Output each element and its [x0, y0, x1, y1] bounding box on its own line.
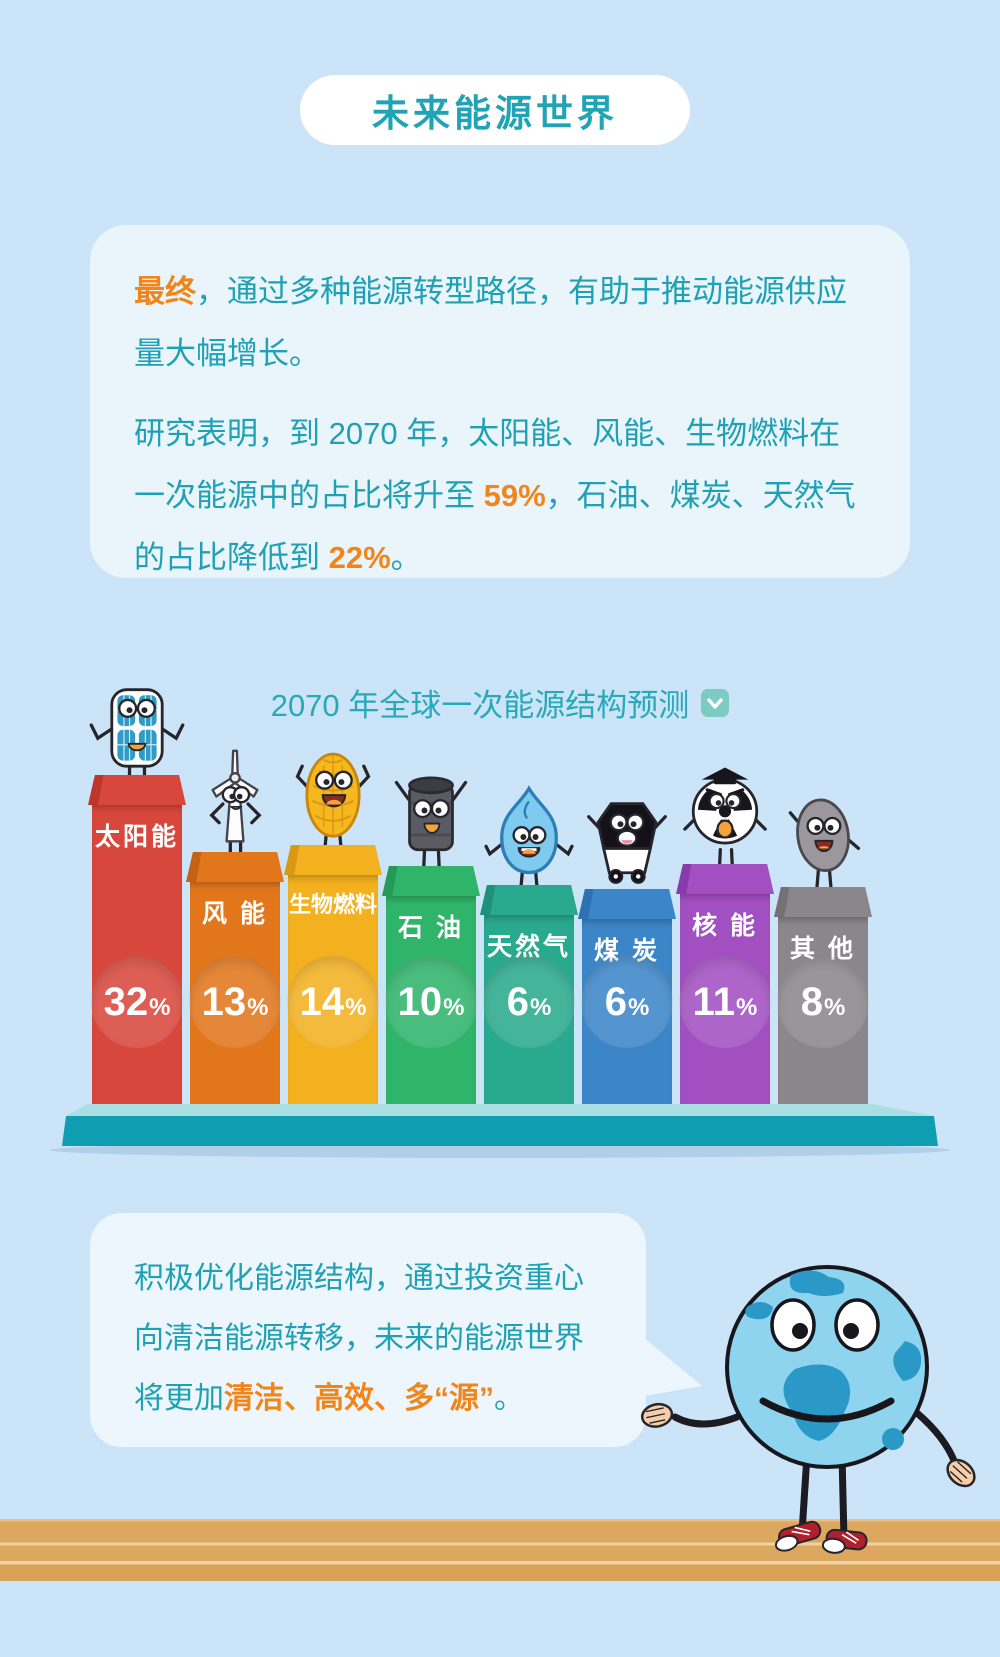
chart-bar: 生物燃料 14% — [284, 752, 382, 1104]
outro-text-2: 。 — [494, 1382, 524, 1415]
chart-bar: 太阳能 32% — [88, 688, 186, 1104]
percent-sign: % — [627, 994, 650, 1021]
outro-paragraph: 积极优化能源结构，通过投资重心向清洁能源转移，未来的能源世界将更加清洁、高效、多… — [134, 1249, 602, 1429]
intro-highlight: 最终 — [134, 274, 196, 309]
solar-panel-icon — [84, 671, 190, 783]
wind-turbine-icon — [182, 748, 288, 860]
bar-lid — [284, 845, 382, 875]
chart-bar: 天然气 6% — [480, 785, 578, 1104]
outro-highlight: 清洁、高效、多“源” — [224, 1382, 494, 1415]
coal-cart-icon — [574, 785, 680, 897]
bar-value: 6 — [604, 979, 627, 1024]
chart-bar: 核 能 11% — [676, 767, 774, 1104]
chart-bar: 其 他 8% — [774, 798, 872, 1104]
intro-text-1: ，通过多种能源转型路径，有助于推动能源供应量大幅增长。 — [134, 274, 847, 371]
intro-paragraph-1: 最终，通过多种能源转型路径，有助于推动能源供应量大幅增长。 — [134, 261, 866, 385]
bar-value: 32 — [103, 979, 149, 1024]
chart-bar: 风 能 13% — [186, 749, 284, 1104]
outro-text-1: 积极优化能源结构，通过投资重心向清洁能源转移，未来的能源世界将更加 — [134, 1262, 584, 1415]
bar-value-badge: 14% — [287, 956, 379, 1048]
bar-value-badge: 6% — [483, 956, 575, 1048]
bar-lid — [676, 864, 774, 894]
bar-label: 煤 炭 — [594, 937, 660, 965]
percent-sign: % — [149, 994, 171, 1021]
percent-sign: % — [735, 994, 758, 1021]
bar-label: 天然气 — [486, 933, 571, 961]
chart-title: 2070 年全球一次能源结构预测 — [270, 688, 690, 723]
intro-value-22: 22% — [328, 540, 391, 575]
title-pill: 未来能源世界 — [300, 75, 690, 145]
bar-value: 6 — [506, 979, 529, 1024]
right-hand — [946, 1458, 976, 1488]
chart-bar: 石 油 10% — [382, 776, 480, 1104]
nuclear-icon — [672, 760, 778, 872]
bar-value: 14 — [299, 979, 345, 1024]
oil-barrel-icon — [378, 762, 484, 874]
intro-value-59: 59% — [483, 478, 546, 513]
bar-label: 风 能 — [202, 900, 268, 928]
bar-label: 核 能 — [692, 912, 758, 940]
bar-lid — [774, 887, 872, 917]
bar-value-badge: 6% — [581, 956, 673, 1048]
bar-lid — [186, 852, 284, 882]
bar-label: 石 油 — [398, 914, 464, 942]
bar-value-badge: 13% — [189, 956, 281, 1048]
outro-card: 积极优化能源结构，通过投资重心向清洁能源转移，未来的能源世界将更加清洁、高效、多… — [90, 1213, 646, 1447]
bar-body: 生物燃料 14% — [287, 875, 379, 1104]
percent-sign: % — [823, 994, 846, 1021]
chart-bar: 煤 炭 6% — [578, 802, 676, 1104]
bar-value-badge: 8% — [777, 956, 869, 1048]
bar-value: 10 — [397, 979, 443, 1024]
bar-value: 8 — [800, 979, 823, 1024]
corn-icon — [280, 741, 386, 853]
percent-sign: % — [529, 994, 552, 1021]
bar-value: 13 — [201, 979, 247, 1024]
bar-value-badge: 32% — [91, 956, 183, 1048]
bar-label: 生物燃料 — [288, 892, 377, 917]
intro-text-2b: ，石油、煤炭、天然气的占比降低到 — [134, 478, 856, 575]
bar-body: 核 能 11% — [679, 894, 771, 1104]
gas-flame-icon — [476, 781, 582, 893]
bar-lid — [88, 775, 186, 805]
bar-lid — [578, 889, 676, 919]
bar-label: 太阳能 — [94, 823, 179, 851]
bar-label: 其 他 — [790, 935, 856, 963]
speech-bubble-tail — [632, 1328, 702, 1398]
bar-value-badge: 10% — [385, 956, 477, 1048]
left-hand — [640, 1402, 674, 1428]
percent-sign: % — [247, 994, 269, 1021]
bar-value: 11 — [692, 979, 735, 1024]
rock-icon — [770, 783, 876, 895]
bar-body: 其 他 8% — [777, 917, 869, 1104]
intro-card: 最终，通过多种能源转型路径，有助于推动能源供应量大幅增长。 研究表明，到 207… — [90, 225, 910, 578]
bar-body: 太阳能 32% — [91, 805, 183, 1104]
platform — [50, 1104, 950, 1158]
bar-lid — [382, 866, 480, 896]
right-shoe — [821, 1528, 868, 1554]
checkmark-badge-icon — [701, 688, 730, 717]
intro-text-2a: 研究表明，到 2070 年，太阳能、风能、生物燃料在一次能源中的占比将升至 — [134, 416, 841, 513]
percent-sign: % — [345, 994, 367, 1021]
bar-body: 天然气 6% — [483, 915, 575, 1104]
intro-text-2c: 。 — [390, 540, 422, 575]
intro-paragraph-2: 研究表明，到 2070 年，太阳能、风能、生物燃料在一次能源中的占比将升至 59… — [134, 403, 866, 589]
percent-sign: % — [443, 994, 465, 1021]
bar-body: 风 能 13% — [189, 882, 281, 1104]
bar-value-badge: 11% — [679, 956, 771, 1048]
earth-character — [640, 1265, 976, 1554]
chart-title-row: 2070 年全球一次能源结构预测 — [0, 680, 1000, 725]
bar-body: 石 油 10% — [385, 896, 477, 1104]
bar-lid — [480, 885, 578, 915]
bar-body: 煤 炭 6% — [581, 919, 673, 1104]
left-shoe — [774, 1520, 822, 1552]
page-title: 未来能源世界 — [372, 93, 618, 134]
